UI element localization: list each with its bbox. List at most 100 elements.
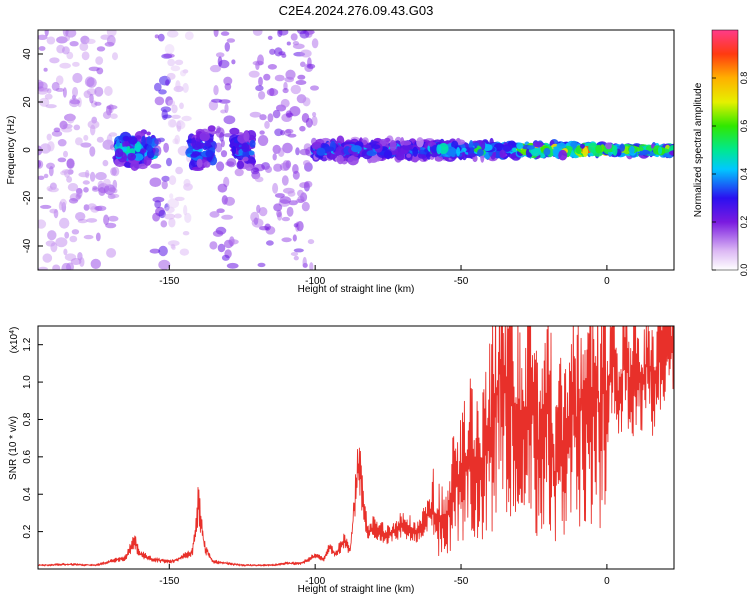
bottom-x-axis: -150 -100 -50 0 [159,564,610,587]
heatmap-cell [112,52,118,61]
heatmap-cell [316,147,326,156]
chart-title: C2E4.2024.276.09.43.G03 [279,3,434,18]
heatmap-cell [158,209,166,219]
heatmap-cell [281,237,292,243]
heatmap-cell [72,72,83,84]
heatmap-cell [293,255,299,261]
heatmap-cell [56,36,68,44]
heatmap-cell [267,35,273,41]
heatmap-cell [300,49,312,58]
heatmap-cell [38,34,48,40]
heatmap-cell [105,222,117,229]
heatmap-cell [499,149,506,159]
heatmap-cell [204,142,212,147]
heatmap-cell [146,131,151,136]
colorbar-tick-label: 0.0 [739,264,749,277]
heatmap-cell [280,98,290,108]
heatmap-cell [299,148,310,156]
heatmap-cell [250,167,260,175]
heatmap-cell [436,144,442,155]
colorbar-tick-label: 0.8 [739,72,749,85]
heatmap-cell [96,67,104,75]
colorbar-axis: 0.0 0.2 0.4 0.6 0.8 [712,72,749,277]
heatmap-cell [179,102,184,110]
heatmap-cell [480,140,486,151]
heatmap-cell [299,125,306,132]
heatmap-cell [277,30,283,38]
heatmap-cell [243,130,250,142]
heatmap-cell [68,198,79,204]
heatmap-cell [209,211,220,218]
heatmap-cell [282,87,289,94]
bottom-y-axis: 0.2 0.4 0.6 0.8 1.0 1.2 [22,337,43,539]
heatmap-cell [149,177,162,187]
heatmap-cell [165,79,170,86]
heatmap-cell [605,142,612,150]
bottom-y-axis-label: SNR (10 * v/v) [8,416,19,480]
heatmap-cell [307,239,315,245]
heatmap-cell [277,147,285,157]
heatmap-cell [302,256,307,268]
heatmap-cell [226,38,236,43]
heatmap-cell [149,248,161,254]
heatmap-cell [43,173,49,179]
heatmap-cell [543,147,551,156]
heatmap-cell [44,93,53,100]
heatmap-cell [171,114,181,119]
heatmap-cell [226,262,239,269]
y-tick-label: 0.6 [22,449,33,463]
heatmap-cell [249,139,256,148]
heatmap-cell [231,59,236,65]
heatmap-cell [154,138,162,145]
heatmap-cell [254,176,264,183]
heatmap-cell [575,145,582,154]
heatmap-cell [51,130,63,137]
heatmap-cell [175,80,181,91]
heatmap-cell [154,34,159,39]
heatmap-cell [39,97,50,107]
heatmap-cell [61,169,70,174]
heatmap-cell [160,220,168,228]
heatmap-cell [134,141,142,153]
heatmap-cell [161,109,168,121]
heatmap-cell [273,203,283,212]
y-tick-label: 0 [22,147,33,153]
heatmap-cell [274,193,285,198]
heatmap-cell [110,167,117,176]
heatmap-cell [141,135,146,147]
heatmap-cell [163,142,170,153]
y-multiplier-label: (x104) [9,327,21,354]
heatmap-cell [229,142,240,149]
heatmap-cell [163,53,175,58]
heatmap-cell [179,248,190,256]
heatmap-cell [81,51,90,61]
top-x-axis: -150 -100 -50 0 [159,265,610,287]
heatmap-cell [451,140,459,149]
heatmap-cell [181,115,192,122]
heatmap-cell [226,158,237,168]
heatmap-cell [137,163,148,170]
heatmap-cell [164,213,176,220]
heatmap-cell [67,183,79,192]
heatmap-cell [89,93,94,104]
heatmap-cell [669,150,674,155]
heatmap-cell [55,87,65,92]
heatmap-cell [218,59,230,69]
heatmap-cell [96,46,106,52]
heatmap-cell [259,114,267,121]
heatmap-cell [83,234,94,240]
heatmap-cell [223,115,236,125]
heatmap-cell [267,113,274,123]
heatmap-cell [412,146,419,157]
heatmap-cell [38,266,48,270]
heatmap-cell [269,48,276,55]
heatmap-cell [351,145,362,153]
heatmap-cell [311,38,319,49]
heatmap-cell [40,204,52,209]
bottom-x-axis-label: Height of straight line (km) [298,584,415,595]
heatmap-cell [456,147,461,157]
heatmap-cell [122,135,130,142]
x-tick-label: -50 [454,276,469,287]
heatmap-cell [106,105,118,110]
heatmap-cell [169,193,174,199]
